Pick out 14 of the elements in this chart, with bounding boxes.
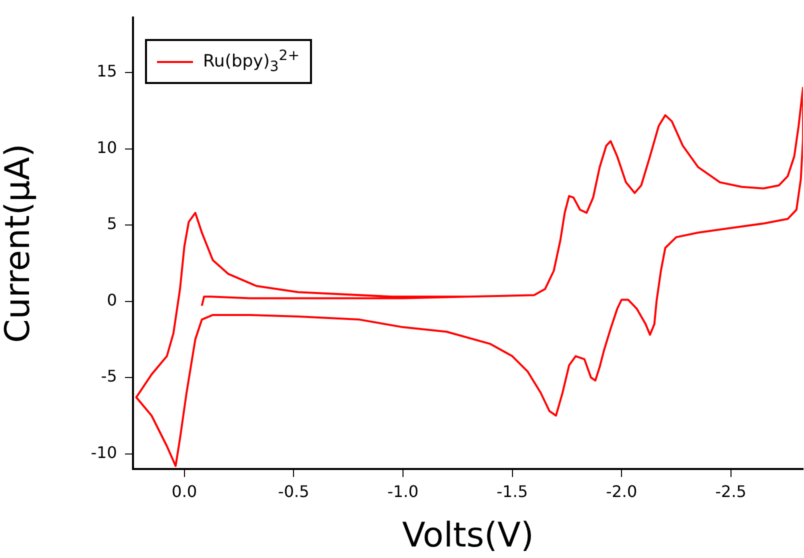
x-tick-label: -2.5 [715,482,746,501]
y-axis-title: Current(µA) [0,144,38,343]
y-tick-label: 10 [96,138,117,157]
y-tick-label: 5 [106,214,117,234]
x-tick-label: -2.0 [606,482,638,501]
x-tick-label: -1.0 [387,482,419,501]
x-tick-label: -1.5 [496,482,528,501]
y-tick-label: -10 [90,442,117,462]
y-tick-label: 0 [106,290,117,310]
x-axis-title: Volts(V) [402,515,534,556]
x-tick-label: -0.5 [278,482,310,501]
x-tick-label: 0.0 [172,482,198,501]
y-tick-label: 15 [96,62,117,81]
y-tick-label: -5 [101,366,117,386]
